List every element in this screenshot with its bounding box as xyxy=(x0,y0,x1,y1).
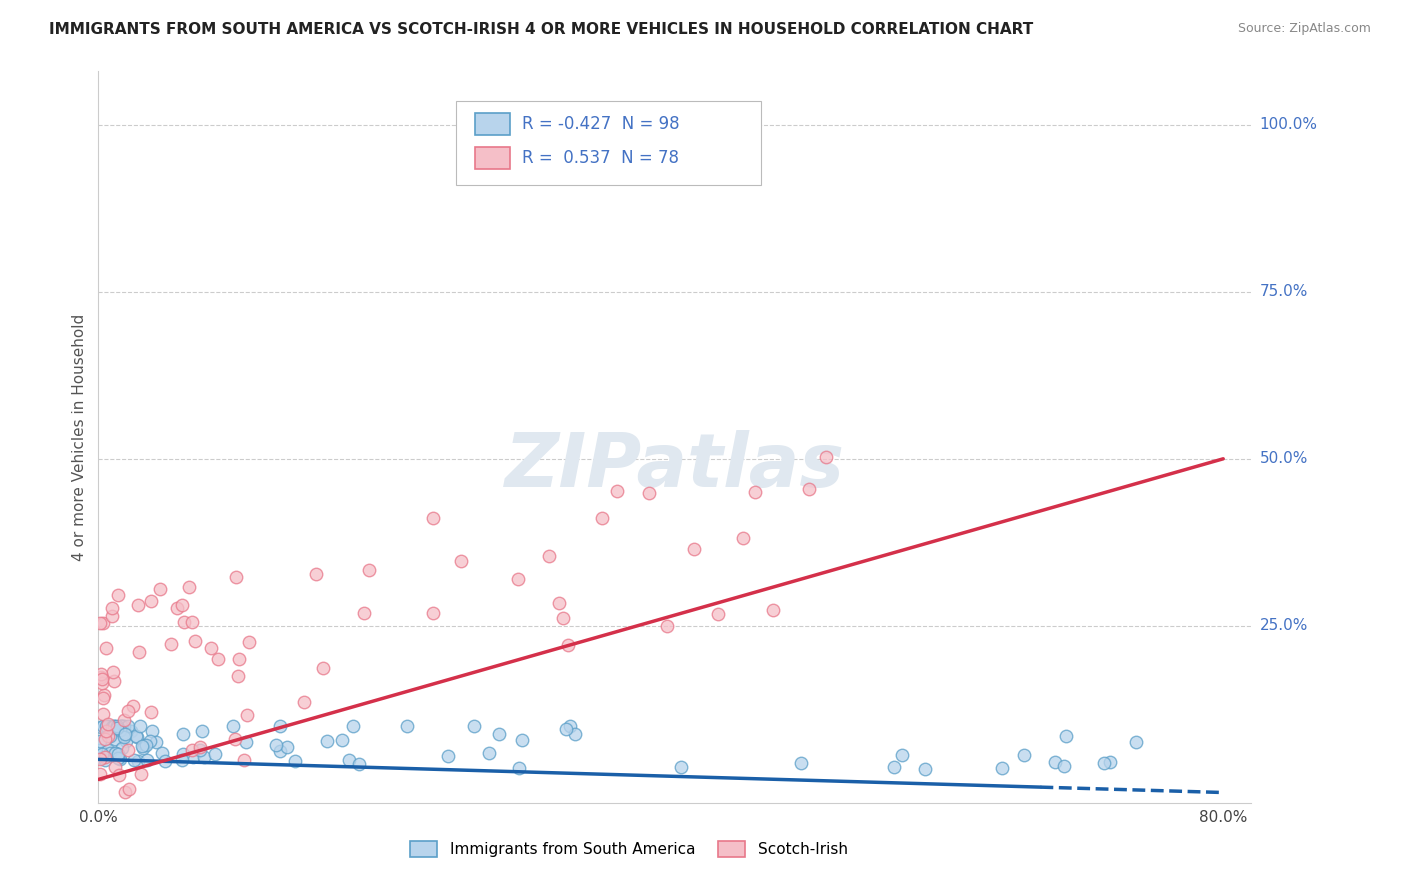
Text: 25.0%: 25.0% xyxy=(1260,618,1308,633)
Text: R = -0.427  N = 98: R = -0.427 N = 98 xyxy=(522,115,679,133)
Text: IMMIGRANTS FROM SOUTH AMERICA VS SCOTCH-IRISH 4 OR MORE VEHICLES IN HOUSEHOLD CO: IMMIGRANTS FROM SOUTH AMERICA VS SCOTCH-… xyxy=(49,22,1033,37)
Legend: Immigrants from South America, Scotch-Irish: Immigrants from South America, Scotch-Ir… xyxy=(409,841,848,857)
Y-axis label: 4 or more Vehicles in Household: 4 or more Vehicles in Household xyxy=(72,313,87,561)
FancyBboxPatch shape xyxy=(456,101,762,185)
Text: 100.0%: 100.0% xyxy=(1260,118,1317,132)
Text: R =  0.537  N = 78: R = 0.537 N = 78 xyxy=(522,149,679,167)
FancyBboxPatch shape xyxy=(475,146,510,169)
Text: ZIPatlas: ZIPatlas xyxy=(505,430,845,503)
Text: 75.0%: 75.0% xyxy=(1260,285,1308,300)
Text: 50.0%: 50.0% xyxy=(1260,451,1308,467)
FancyBboxPatch shape xyxy=(475,113,510,135)
Text: Source: ZipAtlas.com: Source: ZipAtlas.com xyxy=(1237,22,1371,36)
